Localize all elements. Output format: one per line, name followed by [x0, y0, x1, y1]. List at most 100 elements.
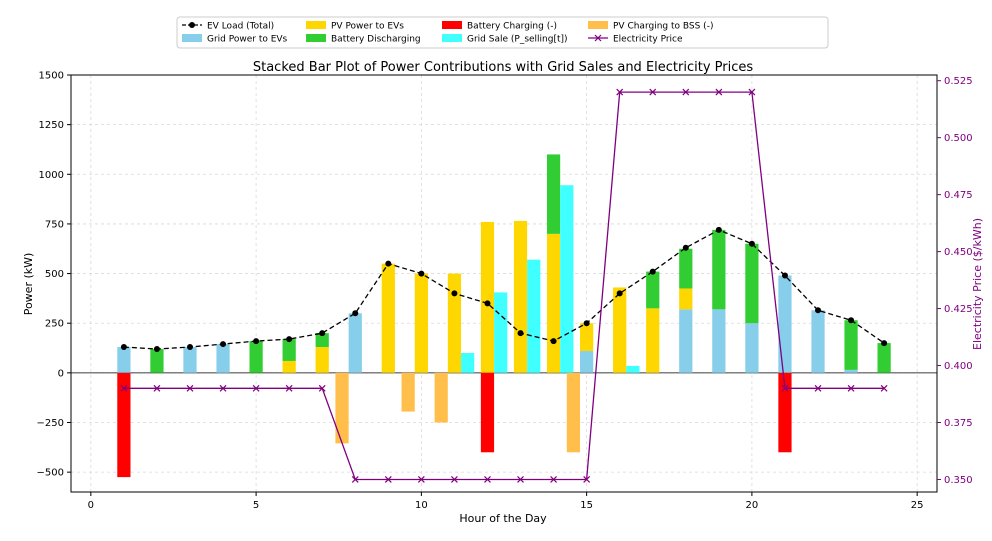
ev-load-point-22 [815, 307, 822, 314]
y2-tick-label: 0.525 [944, 76, 973, 87]
electricity-price-marker-9 [384, 476, 392, 483]
ev-load-point-8 [352, 310, 359, 317]
legend-label: PV Charging to BSS (-) [613, 22, 713, 32]
x-tick-label: 5 [253, 500, 259, 511]
x-axis-label: Hour of the Day [459, 512, 547, 525]
y-tick-label: 750 [45, 219, 64, 230]
legend-swatch [306, 34, 326, 42]
electricity-price-marker-11 [450, 476, 458, 483]
electricity-price-marker-17 [649, 88, 657, 96]
price-marker-stroke [384, 476, 392, 483]
electricity-price-marker-15 [583, 476, 591, 483]
electricity-price-line [123, 91, 885, 481]
y-tick-label: 1250 [39, 120, 64, 131]
price-marker-stroke [450, 476, 458, 483]
x-tick-label: 20 [746, 500, 759, 511]
bar-pv-power-to-evs-6 [282, 360, 296, 373]
price-marker-stroke [153, 384, 161, 392]
x-tick-label: 25 [911, 500, 924, 511]
bar-battery-discharging-17 [646, 271, 660, 309]
bar-pv-power-to-evs-17 [646, 308, 660, 373]
electricity-price-marker-8 [351, 476, 359, 483]
bar-grid-power-to-evs-8 [348, 313, 362, 373]
price-marker-stroke [120, 384, 128, 392]
legend-swatch [306, 21, 326, 29]
legend-swatch-marker [189, 22, 195, 28]
x-tick-label: 10 [415, 500, 428, 511]
ev-load-point-14 [550, 338, 557, 345]
bar-battery-discharging-7 [315, 333, 329, 348]
price-marker-stroke [847, 384, 855, 392]
bar-grid-power-to-evs-21 [778, 275, 792, 373]
ev-load-point-18 [682, 244, 689, 251]
bar-battery-discharging-14 [546, 154, 561, 234]
bar-battery-discharging-18 [679, 248, 693, 289]
electricity-price-marker-16 [616, 88, 624, 96]
bar-pv-charging-to-bss-10 [401, 372, 415, 412]
y-tick-label: 0 [58, 368, 64, 379]
bar-battery-discharging-2 [150, 349, 164, 373]
x-tick-label: 15 [580, 500, 593, 511]
ev-load-line [123, 229, 885, 350]
price-marker-stroke [318, 384, 326, 392]
ev-load-point-12 [484, 300, 491, 307]
price-marker-stroke [484, 476, 491, 483]
ev-load-point-7 [319, 330, 326, 337]
ev-load-point-17 [649, 268, 656, 275]
ev-load-point-1 [120, 344, 127, 351]
electricity-price-marker-12 [484, 476, 491, 483]
bar-battery-discharging-20 [745, 243, 759, 324]
bar-grid-power-to-evs-1 [117, 347, 131, 373]
electricity-price-marker-14 [550, 476, 558, 483]
y-tick-label: 1000 [39, 170, 64, 181]
legend-label: EV Load (Total) [207, 22, 274, 32]
bar-battery-discharging-19 [712, 229, 726, 310]
bar-pv-charging-to-bss-15 [566, 372, 581, 453]
y2-tick-label: 0.475 [944, 190, 973, 201]
ev-load-point-20 [748, 240, 755, 247]
y2-tick-label: 0.500 [944, 133, 973, 144]
y-tick-label: −500 [37, 468, 64, 479]
legend-item-battery-discharging: Battery Discharging [306, 34, 421, 45]
price-marker-stroke [880, 384, 888, 392]
ev-load-point-5 [253, 338, 260, 345]
electricity-price-marker-22 [814, 384, 822, 392]
legend-swatch [442, 21, 462, 29]
bar-battery-discharging-23 [844, 320, 858, 370]
ev-load-point-24 [881, 340, 888, 347]
price-marker-stroke [351, 476, 359, 483]
bar-grid-power-to-evs-4 [216, 344, 230, 373]
legend-item-electricity-price: Electricity Price [588, 35, 683, 45]
bar-pv-power-to-evs-7 [315, 347, 329, 373]
bar-grid-power-to-evs-3 [183, 347, 197, 373]
y2-tick-label: 0.400 [944, 361, 973, 372]
electricity-price-marker-21 [781, 384, 789, 392]
price-marker-stroke [219, 384, 227, 392]
ev-load-point-11 [451, 290, 458, 297]
legend-label: Battery Discharging [331, 35, 421, 45]
legend-item-grid-power-to-evs: Grid Power to EVs [182, 34, 288, 45]
electricity-price-marker-19 [715, 88, 723, 96]
bar-grid-sale-p-selling-t-16 [626, 365, 640, 373]
legend-item-grid-sale-p-selling-t: Grid Sale (P_selling[t]) [442, 34, 568, 45]
legend-label: Grid Power to EVs [207, 35, 288, 45]
price-marker-stroke [649, 88, 657, 96]
price-marker-stroke [583, 476, 591, 483]
electricity-price-marker-3 [186, 384, 194, 392]
price-marker-stroke [814, 384, 822, 392]
ev-load-point-21 [781, 272, 788, 279]
price-marker-stroke [252, 384, 260, 392]
grid-lines [71, 74, 937, 492]
price-marker-stroke [715, 88, 723, 96]
price-marker-stroke [517, 476, 524, 483]
axes-layer: 0 5 10 15 20 25 −500 −250 0 250 500 750 1000 1250 1500… [37, 71, 973, 512]
price-marker-stroke [682, 88, 690, 96]
bar-battery-discharging-5 [249, 341, 263, 373]
bar-battery-discharging-24 [877, 343, 891, 373]
bar-pv-power-to-evs-12 [480, 221, 495, 373]
y2-axis-label: Electricity Price ($/kWh) [971, 218, 984, 350]
ev-load-point-9 [385, 260, 392, 267]
legend-label: Grid Sale (P_selling[t]) [467, 35, 568, 45]
electricity-price-marker-1 [120, 384, 128, 392]
